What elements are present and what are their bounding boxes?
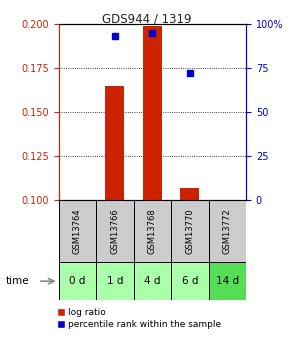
- Text: 0 d: 0 d: [69, 276, 86, 286]
- Text: GSM13770: GSM13770: [185, 208, 194, 254]
- Text: GSM13764: GSM13764: [73, 208, 82, 254]
- Bar: [59, 200, 96, 262]
- Bar: [105, 86, 124, 200]
- Text: GSM13772: GSM13772: [223, 208, 232, 254]
- Text: 1 d: 1 d: [107, 276, 123, 286]
- Bar: [96, 200, 134, 262]
- Bar: [209, 200, 246, 262]
- Text: 14 d: 14 d: [216, 276, 239, 286]
- Legend: log ratio, percentile rank within the sample: log ratio, percentile rank within the sa…: [57, 308, 221, 329]
- Bar: [59, 262, 96, 300]
- Text: GDS944 / 1319: GDS944 / 1319: [102, 12, 191, 25]
- Text: time: time: [6, 276, 30, 286]
- Bar: [171, 262, 209, 300]
- Bar: [143, 26, 162, 200]
- Text: 4 d: 4 d: [144, 276, 161, 286]
- Bar: [134, 200, 171, 262]
- Bar: [96, 262, 134, 300]
- Text: GSM13768: GSM13768: [148, 208, 157, 254]
- Bar: [171, 200, 209, 262]
- Bar: [180, 188, 199, 200]
- Bar: [209, 262, 246, 300]
- Bar: [134, 262, 171, 300]
- Text: 6 d: 6 d: [182, 276, 198, 286]
- Text: GSM13766: GSM13766: [110, 208, 119, 254]
